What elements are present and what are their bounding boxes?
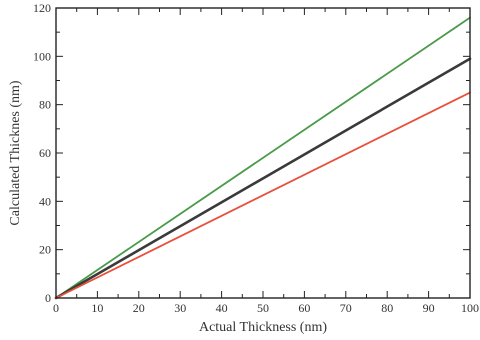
series-line-2 [54,57,472,300]
series-line-3 [55,91,471,299]
x-tick-label: 50 [257,301,269,315]
x-tick-label: 40 [216,301,228,315]
x-tick-label: 90 [423,301,435,315]
y-tick-label: 100 [33,49,51,63]
x-axis-title: Actual Thickness (nm) [199,320,327,335]
x-tick-label: 70 [340,301,352,315]
plot-frame [55,7,471,299]
x-tick-label: 80 [381,301,393,315]
y-tick-label: 60 [39,146,51,160]
series-layer [54,16,472,300]
x-tick-label: 10 [91,301,103,315]
x-tick-label: 60 [298,301,310,315]
y-tick-label: 40 [39,194,51,208]
x-tick-label: 30 [174,301,186,315]
ticks-layer [55,7,471,299]
y-tick-label: 80 [39,98,51,112]
y-tick-label: 20 [39,243,51,257]
series-line-1 [55,16,471,299]
y-tick-labels: 0 20 40 60 80 100 120 [33,1,51,305]
x-tick-label: 100 [461,301,479,315]
y-axis-title: Calculated Thicknes (nm) [8,80,23,225]
x-tick-label: 20 [133,301,145,315]
x-tick-label: 0 [53,301,59,315]
x-tick-labels: 0 10 20 30 40 50 60 70 80 90 100 [53,301,479,315]
y-tick-label: 120 [33,1,51,15]
y-tick-label: 0 [45,291,51,305]
